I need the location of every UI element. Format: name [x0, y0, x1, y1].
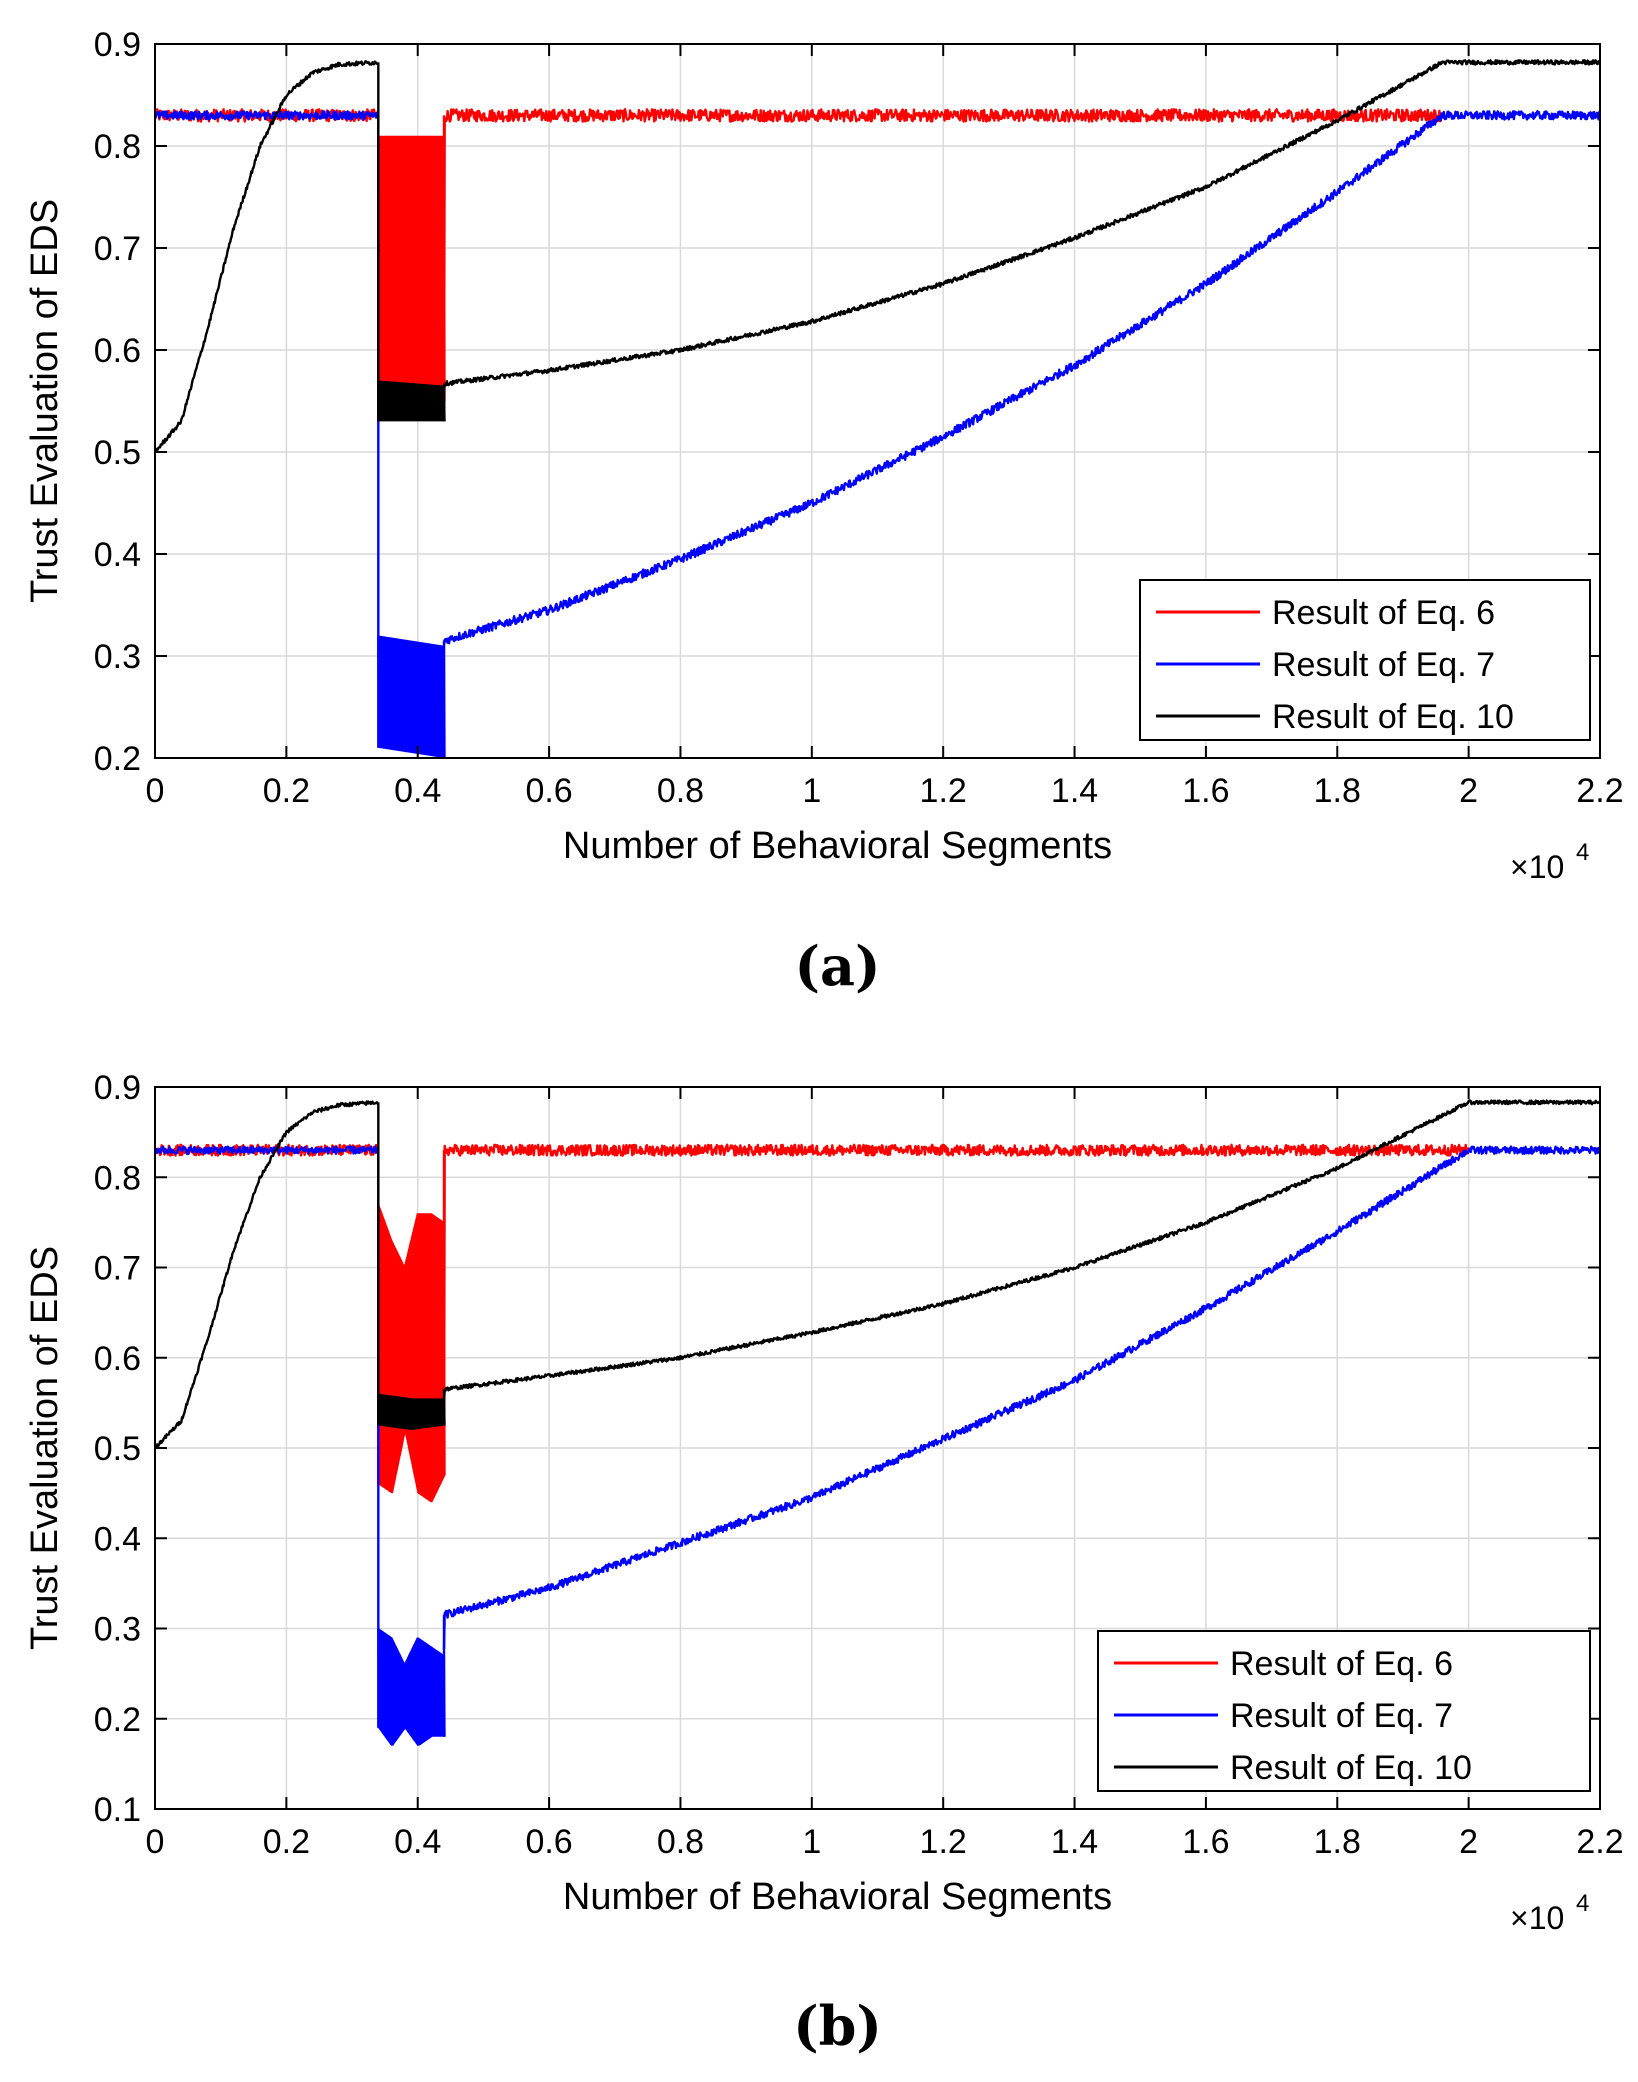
legend: Result of Eq. 6 Result of Eq. 7 Result of … [1139, 579, 1591, 741]
series-band [377, 380, 446, 422]
x-tick-label: 1.2 [920, 1823, 967, 1861]
y-tick-label: 0.7 [94, 1250, 141, 1288]
y-tick-label: 0.2 [94, 1701, 141, 1739]
chart-panel-a: 0 0.2 0.4 0.6 0.8 1 1.2 1.4 1.6 1.8 2 2.20.20.30.40… [24, 26, 1624, 998]
x-tick-label: 1.6 [1182, 1823, 1229, 1861]
x-tick-label: 1.6 [1182, 772, 1229, 810]
x-tick-label: 0.4 [394, 772, 441, 810]
series-band [377, 635, 446, 758]
y-axis-label: Trust Evaluation of EDS [24, 1246, 66, 1650]
x-tick-label: 1 [802, 772, 821, 810]
y-tick-label: 0.5 [94, 1430, 141, 1468]
x-multiplier: ×10 [1510, 1900, 1564, 1936]
series-line [442, 110, 1600, 646]
x-axis-label: Number of Behavioral Segments [563, 825, 1112, 867]
series-line [442, 1143, 1470, 1465]
x-tick-label: 0.6 [525, 1823, 572, 1861]
legend-label: Result of Eq. 10 [1230, 1749, 1472, 1787]
chart-panel-b: 0 0.2 0.4 0.6 0.8 1 1.2 1.4 1.6 1.8 2 2.2 0.1 0.2 0.3 0… [24, 1069, 1624, 2058]
x-tick-label: 0.8 [657, 1823, 704, 1861]
y-tick-label: 0.8 [94, 1159, 141, 1197]
series-line [155, 60, 379, 452]
series-band [377, 1204, 446, 1503]
y-tick-label: 0.5 [94, 434, 141, 472]
legend-label: Result of Eq. 6 [1272, 594, 1495, 632]
x-tick-label: 1.8 [1314, 1823, 1361, 1861]
y-tick-label: 0.8 [94, 128, 141, 166]
y-tick-label: 0.3 [94, 638, 141, 676]
y-tick-label: 0.2 [94, 740, 141, 778]
legend-label: Result of Eq. 7 [1272, 646, 1495, 684]
x-multiplier-exponent: 4 [1576, 839, 1589, 866]
series-line [155, 110, 380, 121]
legend-box [1139, 579, 1591, 741]
y-axis-label: Trust Evaluation of EDS [24, 199, 66, 603]
series-band [377, 135, 446, 422]
series-group [155, 1099, 1600, 1746]
series-line [442, 1099, 1600, 1403]
y-tick-label: 0.6 [94, 332, 141, 370]
y-tick-label: 0.1 [94, 1791, 141, 1829]
y-tick-label: 0.3 [94, 1611, 141, 1649]
x-tick-label: 0.2 [263, 1823, 310, 1861]
y-tick-label: 0.4 [94, 536, 141, 574]
axes-box [154, 43, 1601, 759]
legend-label: Result of Eq. 6 [1230, 1645, 1453, 1683]
panel-caption: (b) [793, 1994, 882, 2058]
y-tick-label: 0.9 [94, 26, 141, 64]
x-tick-label: 1.8 [1314, 772, 1361, 810]
series-line [442, 59, 1600, 392]
series-band [377, 1393, 446, 1431]
series-band [377, 1628, 446, 1746]
x-tick-label: 0 [146, 1823, 165, 1861]
x-tick-label: 1.4 [1051, 772, 1098, 810]
x-tick-label: 0.4 [394, 1823, 441, 1861]
series-group [155, 59, 1600, 758]
series-line [442, 108, 1443, 419]
series-line [442, 1145, 1600, 1650]
legend-box [1097, 1630, 1591, 1792]
x-tick-label: 2.2 [1576, 1823, 1623, 1861]
x-tick-label: 2 [1459, 772, 1478, 810]
x-tick-label: 0.2 [263, 772, 310, 810]
series-line [155, 1145, 380, 1155]
series-result-of-eq-10 [155, 1099, 1600, 1449]
x-multiplier-exponent: 4 [1576, 1890, 1589, 1917]
legend-label: Result of Eq. 10 [1272, 698, 1514, 736]
x-tick-label: 2 [1459, 1823, 1478, 1861]
x-tick-label: 2.2 [1576, 772, 1623, 810]
x-tick-label: 1 [802, 1823, 821, 1861]
x-tick-label: 0 [146, 772, 165, 810]
x-axis-label: Number of Behavioral Segments [563, 1876, 1112, 1918]
x-tick-label: 0.8 [657, 772, 704, 810]
series-result-of-eq-10 [155, 59, 1600, 452]
x-multiplier: ×10 [1510, 849, 1564, 885]
y-tick-label: 0.9 [94, 1069, 141, 1107]
legend-label: Result of Eq. 7 [1230, 1697, 1453, 1735]
y-tick-label: 0.6 [94, 1340, 141, 1378]
legend: Result of Eq. 6 Result of Eq. 7 Result of … [1097, 1630, 1591, 1792]
x-tick-label: 1.4 [1051, 1823, 1098, 1861]
x-tick-label: 0.6 [525, 772, 572, 810]
y-tick-label: 0.4 [94, 1520, 141, 1558]
panel-caption: (a) [794, 934, 880, 998]
y-tick-label: 0.7 [94, 230, 141, 268]
series-line [155, 1100, 380, 1449]
x-tick-label: 1.2 [920, 772, 967, 810]
